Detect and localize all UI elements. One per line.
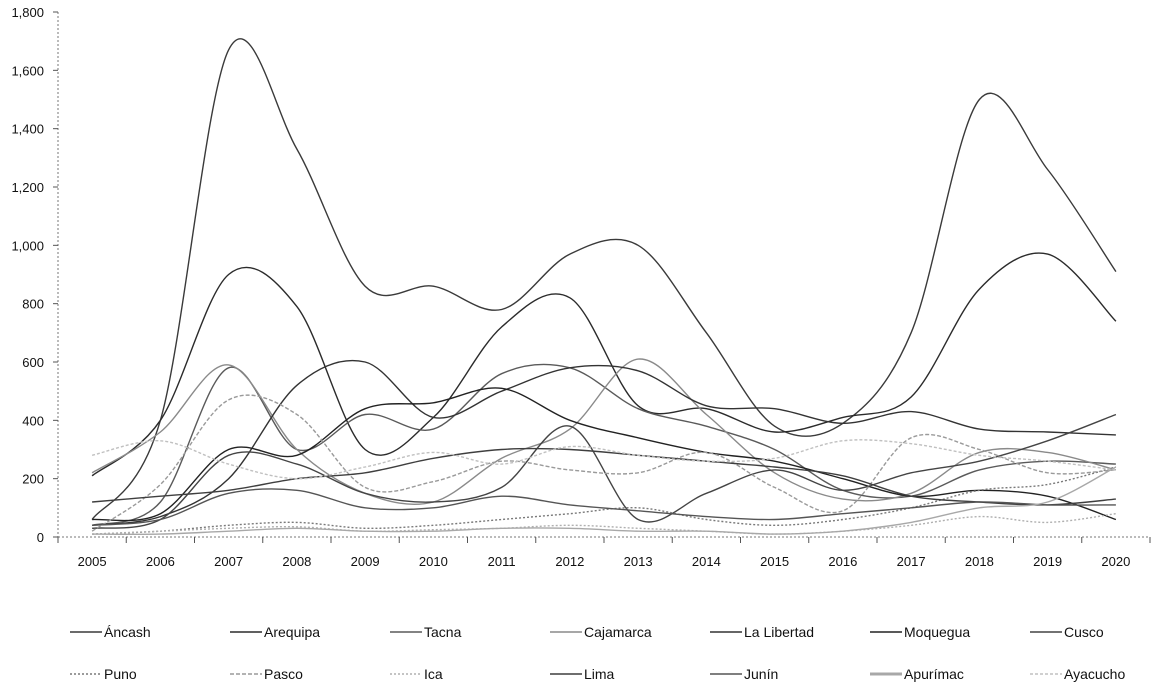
y-tick-label: 1,800 <box>11 5 44 20</box>
legend-label-ayacucho: Ayacucho <box>1064 666 1125 682</box>
legend-label-junin: Junín <box>744 666 778 682</box>
x-tick-label: 2007 <box>214 554 243 569</box>
y-tick-label: 1,200 <box>11 180 44 195</box>
y-tick-label: 800 <box>22 297 44 312</box>
y-tick-label: 200 <box>22 472 44 487</box>
series-line-ica <box>92 513 1116 535</box>
legend-label-lima: Lima <box>584 666 615 682</box>
x-tick-label: 2020 <box>1101 554 1130 569</box>
y-tick-label: 1,000 <box>11 238 44 253</box>
x-tick-label: 2008 <box>282 554 311 569</box>
series-line-ancash <box>91 38 1117 520</box>
series-line-puno <box>92 466 1117 535</box>
legend-label-puno: Puno <box>104 666 137 682</box>
x-tick-label: 2010 <box>419 554 448 569</box>
x-tick-label: 2011 <box>488 554 516 569</box>
legend-label-moquegua: Moquegua <box>904 624 970 640</box>
series-line-cusco <box>92 413 1117 529</box>
x-tick-label: 2019 <box>1033 554 1062 569</box>
legend-label-cusco: Cusco <box>1064 624 1104 640</box>
legend-label-ancash: Áncash <box>104 624 151 640</box>
y-tick-label: 600 <box>22 355 44 370</box>
x-tick-label: 2018 <box>965 554 994 569</box>
x-tick-label: 2012 <box>555 554 584 569</box>
x-tick-label: 2009 <box>351 554 380 569</box>
series-line-la-libertad <box>92 359 1116 526</box>
series-line-apurimac <box>92 466 1117 536</box>
x-tick-label: 2006 <box>146 554 175 569</box>
legend-label-tacna: Tacna <box>424 624 462 640</box>
x-tick-label: 2016 <box>828 554 857 569</box>
x-tick-label: 2013 <box>624 554 653 569</box>
legend-label-apurimac: Apurímac <box>904 666 964 682</box>
series-line-lima <box>92 447 1116 506</box>
y-tick-label: 1,400 <box>11 122 44 137</box>
y-tick-label: 400 <box>22 413 44 428</box>
series-line-junin <box>92 488 1116 526</box>
y-axis: 0 200 400 600 800 1,000 1,200 1,400 1,600 1,800 <box>11 5 59 545</box>
x-axis: 2005 2006 2007 2008 2009 2010 2011 2012 2013 2014… <box>57 536 1151 569</box>
series-line-cajamarca <box>91 358 1117 505</box>
series-layer <box>91 38 1117 536</box>
legend-label-la-libertad: La Libertad <box>744 624 814 640</box>
legend-label-arequipa: Arequipa <box>264 624 320 640</box>
x-tick-label: 2005 <box>78 554 107 569</box>
x-tick-label: 2017 <box>897 554 926 569</box>
x-tick-label: 2015 <box>760 554 789 569</box>
series-line-pasco <box>91 394 1116 532</box>
series-line-arequipa <box>91 252 1117 477</box>
legend: Áncash Arequipa Tacna Cajamarca La Libertad M… <box>70 624 1125 682</box>
series-line-ayacucho <box>91 439 1116 480</box>
x-tick-label: 2014 <box>692 554 721 569</box>
legend-label-pasco: Pasco <box>264 666 303 682</box>
legend-label-cajamarca: Cajamarca <box>584 624 652 640</box>
legend-label-ica: Ica <box>424 666 443 682</box>
y-tick-label: 1,600 <box>11 63 44 78</box>
series-line-moquegua <box>92 387 1117 522</box>
y-tick-label: 0 <box>37 530 44 545</box>
